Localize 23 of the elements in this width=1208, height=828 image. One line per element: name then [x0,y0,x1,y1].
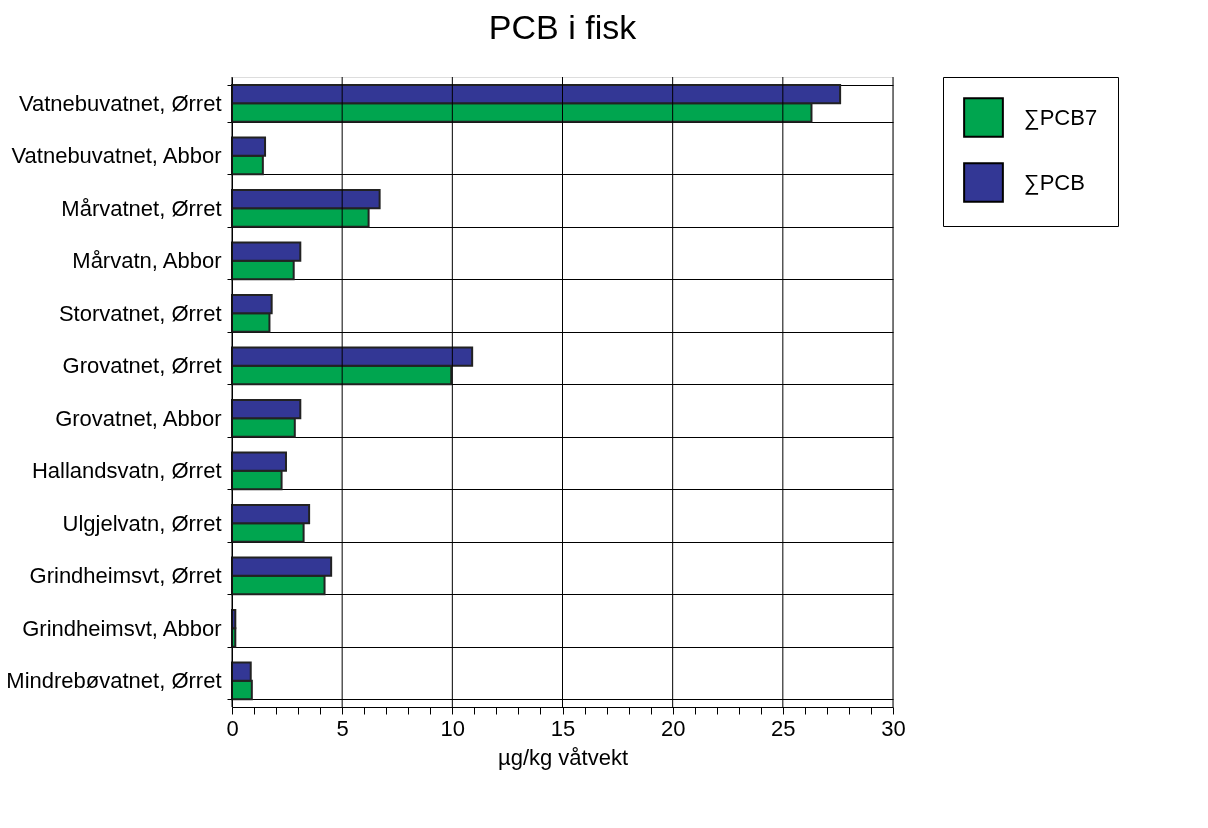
x-tick-label: 0 [226,715,239,741]
y-tick-label: Grindheimsvt, Abbor [22,615,222,641]
y-tick-label: Hallandsvatn, Ørret [31,458,222,484]
x-tick-label: 30 [881,715,906,741]
x-tick-label: 15 [550,715,576,741]
y-tick-label: Vatnebuvatnet, Abbor [11,143,222,169]
chart-title: PCB i fisk [488,8,638,46]
y-tick-label: Mårvatnet, Ørret [61,195,222,221]
y-tick-label: Vatnebuvatnet, Ørret [18,90,222,116]
y-tick-label: Ulgjelvatn, Ørret [62,510,222,536]
y-tick-label: Storvatnet, Ørret [58,300,222,326]
y-tick-label: Grovatnet, Ørret [62,353,222,379]
legend-label: ∑PCB [1024,169,1085,195]
x-tick-label: 20 [660,715,686,741]
x-axis-title: µg/kg våtvekt [497,744,629,770]
legend-label: ∑PCB7 [1024,104,1098,130]
x-tick-label: 10 [440,715,466,741]
x-tick-label: 5 [336,715,349,741]
y-tick-label: Mindrebøvatnet, Ørret [6,668,222,694]
y-tick-label: Grovatnet, Abbor [55,405,222,431]
y-tick-label: Grindheimsvt, Ørret [29,563,222,589]
y-tick-label: Mårvatn, Abbor [72,248,222,274]
x-tick-label: 25 [771,715,796,741]
